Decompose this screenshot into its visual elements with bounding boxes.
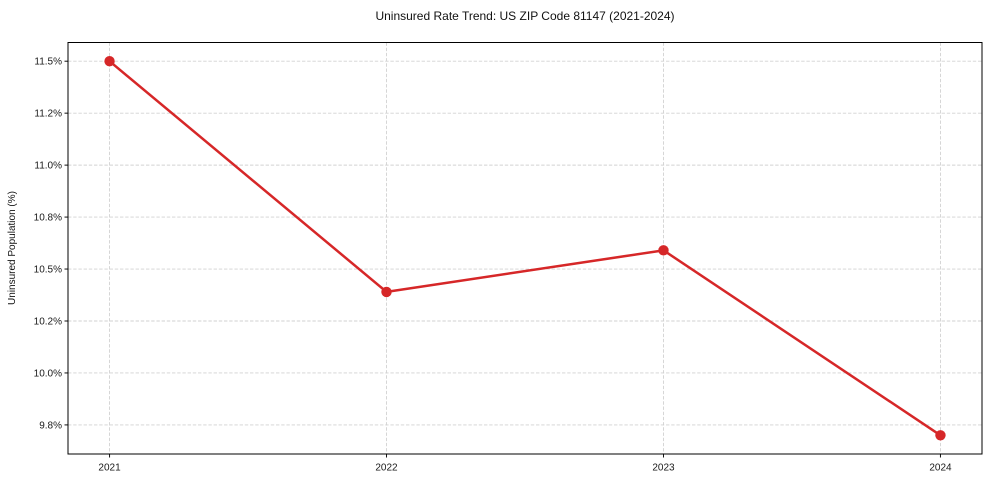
y-tick-label: 11.5%	[34, 57, 62, 68]
x-tick-label: 2023	[652, 463, 675, 474]
data-point	[658, 245, 669, 256]
data-point	[381, 286, 392, 298]
plot-border	[67, 42, 983, 455]
x-tick-label: 2021	[98, 463, 121, 474]
y-tick-label: 10.0%	[34, 368, 62, 379]
grid-layer	[68, 42, 982, 454]
data-point	[104, 56, 115, 67]
y-tick-label: 10.2%	[34, 316, 62, 327]
data-point	[935, 430, 946, 441]
y-tick-label: 11.0%	[34, 161, 62, 172]
chart-title: Uninsured Rate Trend: US ZIP Code 81147 …	[375, 9, 674, 23]
x-tick-label: 2022	[375, 463, 398, 474]
y-tick-label: 10.8%	[34, 213, 62, 224]
y-tick-label: 11.2%	[34, 109, 62, 120]
y-tick-label: 10.5%	[34, 265, 62, 276]
trend-line	[108, 59, 942, 437]
axis-layer: 11.5% 11.2% 11.0% 10.8% 10.5% 10.2% 10.0% 9.8% 2…	[34, 57, 952, 474]
y-axis-label: Uninsured Population (%)	[7, 191, 18, 305]
series-layer	[104, 56, 946, 441]
x-tick-label: 2024	[929, 463, 952, 474]
y-tick-label: 9.8%	[39, 420, 62, 431]
